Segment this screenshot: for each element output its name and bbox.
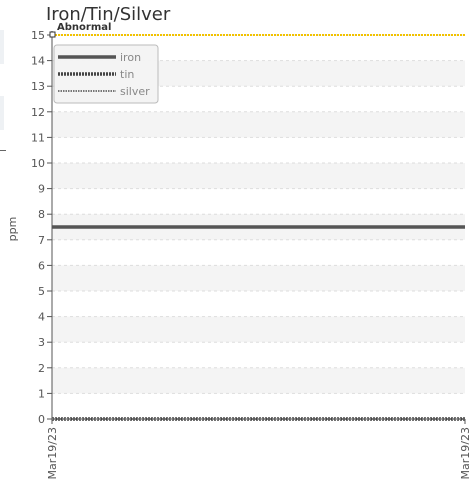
y-tick-label: 10	[31, 157, 45, 170]
series-lines	[52, 225, 465, 421]
y-tick-label: 11	[31, 131, 45, 144]
y-axis-label: ppm	[6, 217, 19, 242]
legend-label-tin: tin	[120, 68, 134, 81]
grid-band	[52, 265, 465, 291]
y-tick-label: 4	[38, 311, 45, 324]
legend-label-iron: iron	[120, 51, 141, 64]
y-tick-label: 12	[31, 106, 45, 119]
grid-band	[52, 111, 465, 138]
y-tick-label: 5	[38, 285, 45, 298]
y-tick-label: 2	[38, 362, 45, 375]
y-tick-label: 1	[38, 387, 45, 400]
y-tick-label: 3	[38, 336, 45, 349]
legend-label-silver: silver	[120, 85, 150, 98]
grid-band	[52, 367, 465, 394]
y-tick-label: 13	[31, 80, 45, 93]
threshold-marker	[49, 31, 56, 38]
y-tick-label: 8	[38, 208, 45, 221]
y-tick-label: 9	[38, 183, 45, 196]
left-edge-tick	[0, 150, 6, 151]
x-tick-label: Mar19/23	[459, 427, 469, 479]
y-tick-label: 7	[38, 234, 45, 247]
chart-title: Iron/Tin/Silver	[46, 4, 171, 25]
legend[interactable]: iron tin silver	[53, 44, 159, 104]
left-edge-panel	[0, 30, 4, 64]
x-tick-label: Mar19/23	[46, 427, 59, 479]
y-tick-label: 15	[31, 29, 45, 42]
y-tick-label: 0	[38, 413, 45, 426]
left-edge-panel	[0, 96, 4, 130]
grid-band	[52, 316, 465, 343]
grid-band	[52, 163, 465, 189]
threshold-line: Abnormal	[49, 22, 465, 38]
x-axis: Mar19/23 Mar19/23	[46, 418, 469, 479]
threshold-label: Abnormal	[57, 22, 111, 33]
y-tick-label: 14	[31, 55, 45, 68]
y-tick-label: 6	[38, 259, 45, 272]
